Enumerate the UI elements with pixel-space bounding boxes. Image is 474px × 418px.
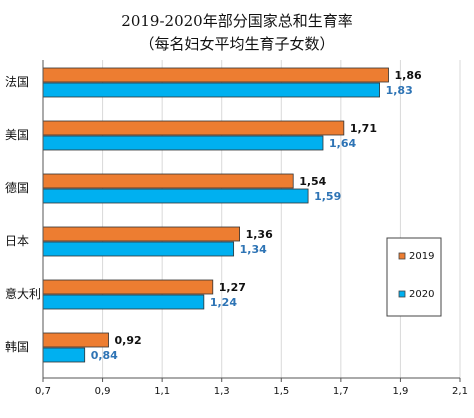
- x-tick-label: 1,7: [333, 386, 349, 397]
- bar-2020-4: [42, 294, 205, 310]
- category-label: 韩国: [5, 339, 29, 354]
- legend-label-2019: 2019: [409, 251, 434, 262]
- x-tick-label: 2,1: [452, 386, 468, 397]
- data-label-2020: 1,59: [314, 190, 341, 203]
- bar-2020-2: [42, 188, 309, 204]
- legend: 2019 2020: [386, 237, 442, 317]
- x-tick-label: 1,3: [214, 386, 230, 397]
- category-label: 法国: [5, 75, 29, 89]
- category-label: 美国: [5, 128, 29, 142]
- x-tick-label: 0,7: [35, 386, 51, 397]
- data-label-2020: 1,24: [210, 296, 237, 309]
- legend-box: [386, 237, 442, 317]
- data-label-2019: 1,36: [246, 228, 273, 241]
- bar-2020-3: [42, 241, 235, 257]
- data-label-2019: 1,27: [219, 281, 246, 294]
- bar-2019-0: [42, 67, 389, 83]
- data-label-2019: 1,71: [350, 122, 377, 135]
- bar-2020-1: [42, 135, 324, 151]
- legend-swatch-2020: [398, 290, 406, 298]
- bar-2020-0: [42, 82, 380, 98]
- category-label: 意大利: [5, 286, 41, 301]
- data-label-2020: 1,64: [329, 137, 356, 150]
- bar-2019-4: [42, 279, 214, 295]
- bar-2019-1: [42, 120, 345, 136]
- data-label-2020: 0,84: [91, 349, 118, 362]
- bar-2020-5: [42, 347, 86, 363]
- x-tick-label: 1,5: [273, 386, 289, 397]
- data-label-2020: 1,83: [386, 84, 413, 97]
- bars-group: [42, 67, 389, 363]
- x-tick-label: 0,9: [95, 386, 111, 397]
- data-label-2020: 1,34: [240, 243, 267, 256]
- bar-2019-5: [42, 332, 109, 348]
- bar-2019-3: [42, 226, 240, 242]
- chart-title: 2019-2020年部分国家总和生育率: [121, 12, 352, 30]
- x-tick-label: 1,9: [392, 386, 408, 397]
- data-label-2019: 0,92: [115, 334, 142, 347]
- legend-swatch-2019: [398, 252, 406, 260]
- category-label: 日本: [5, 234, 29, 248]
- x-tick-label: 1,1: [154, 386, 170, 397]
- data-label-2019: 1,54: [299, 175, 326, 188]
- bar-2019-2: [42, 173, 294, 189]
- data-label-2019: 1,86: [395, 69, 422, 82]
- data-labels-group: 1,86 1,83 1,71 1,64 1,54 1,59 1,36 1,34 1,27 1,24…: [91, 69, 422, 362]
- x-axis-ticks-group: 0,7 0,9 1,1 1,3 1,5 1,7 1,9 2,1: [35, 60, 468, 397]
- chart-subtitle: （每名妇女平均生育子女数）: [139, 35, 334, 53]
- legend-label-2020: 2020: [409, 289, 434, 300]
- category-label: 德国: [5, 180, 29, 195]
